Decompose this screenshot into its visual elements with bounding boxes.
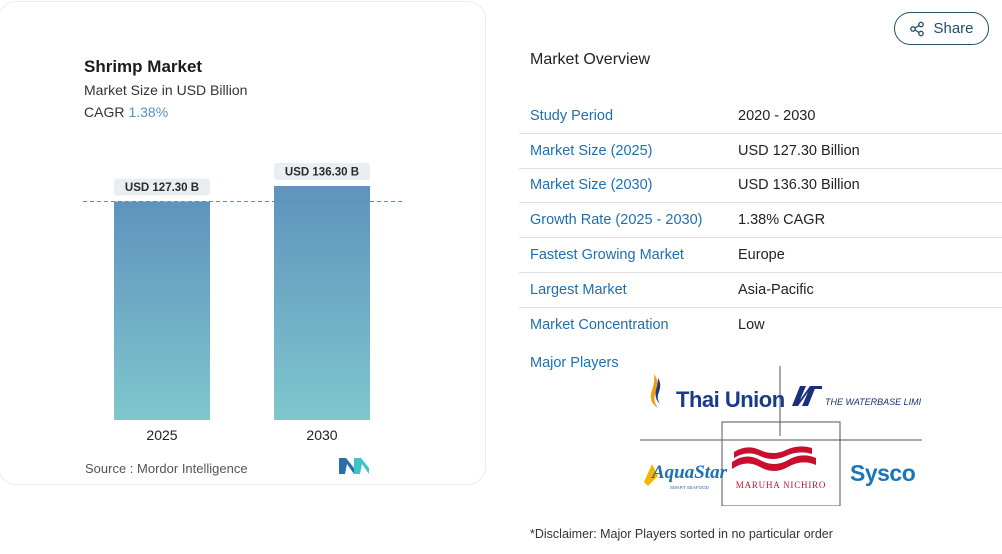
waterbase-text: THE WATERBASE LIMITED — [825, 397, 922, 407]
data-label: USD 127.30 B — [125, 182, 199, 194]
share-label: Share — [933, 20, 974, 37]
aquastar-logo[interactable]: AquaStar SMART SEAFOOD — [644, 462, 728, 490]
overview-row-study-period: Study Period 2020 - 2030 — [519, 99, 1002, 134]
share-button[interactable]: Share — [894, 12, 989, 45]
overview-row-largest-market: Largest Market Asia-Pacific — [519, 273, 1002, 308]
overview-value: Low — [738, 317, 765, 334]
maruha-nichiro-logo[interactable]: MARUHA NICHIRO — [732, 446, 826, 490]
overview-row-fastest-growing: Fastest Growing Market Europe — [519, 238, 1002, 273]
mordor-intelligence-logo-icon — [339, 458, 369, 474]
major-players-logos: Thai Union THE WATERBASE LIMITED AquaSta… — [640, 366, 922, 506]
overview-table: Study Period 2020 - 2030 Market Size (20… — [519, 99, 1002, 343]
overview-row-concentration: Market Concentration Low — [519, 308, 1002, 343]
data-label: USD 136.30 B — [285, 167, 359, 179]
overview-label[interactable]: Study Period — [530, 107, 614, 124]
x-tick-label: 2030 — [306, 427, 337, 443]
waterbase-logo[interactable]: THE WATERBASE LIMITED — [792, 386, 922, 407]
bar-chart: USD 127.30 B 2025 USD 136.30 B 2030 — [83, 163, 403, 443]
overview-title: Market Overview — [530, 51, 651, 68]
aquastar-text: AquaStar — [651, 462, 728, 483]
overview-value: 2020 - 2030 — [738, 107, 816, 124]
overview-row-growth-rate: Growth Rate (2025 - 2030) 1.38% CAGR — [519, 203, 1002, 239]
sysco-logo[interactable]: Sysco — [850, 460, 916, 486]
chart-source: Source : Mordor Intelligence — [85, 461, 248, 476]
sysco-text: Sysco — [850, 460, 916, 486]
maruha-nichiro-text: MARUHA NICHIRO — [736, 480, 826, 490]
cagr-value: 1.38% — [128, 104, 169, 120]
market-chart-card — [0, 1, 486, 485]
logo-frame — [721, 421, 841, 506]
overview-label[interactable]: Market Concentration — [530, 317, 669, 334]
disclaimer: *Disclaimer: Major Players sorted in no … — [530, 527, 833, 541]
chart-subtitle: Market Size in USD Billion — [84, 82, 248, 98]
bar-2025 — [114, 201, 210, 420]
data-label-background — [274, 163, 370, 180]
overview-label[interactable]: Growth Rate (2025 - 2030) — [530, 212, 703, 229]
overview-value: 1.38% CAGR — [738, 212, 826, 229]
aquastar-tagline: SMART SEAFOOD — [670, 485, 710, 490]
overview-label[interactable]: Market Size (2030) — [530, 177, 653, 194]
data-label-background — [114, 178, 210, 196]
cagr-line: CAGR 1.38% — [84, 104, 168, 120]
overview-label[interactable]: Fastest Growing Market — [530, 247, 684, 264]
overview-row-market-size-2030: Market Size (2030) USD 136.30 Billion — [519, 169, 1002, 204]
overview-value: USD 136.30 Billion — [738, 177, 860, 194]
x-tick-label: 2025 — [146, 427, 177, 443]
major-players-label[interactable]: Major Players — [530, 355, 619, 371]
cagr-label: CAGR — [84, 104, 125, 120]
bar-2030 — [274, 186, 370, 420]
overview-value: Asia-Pacific — [738, 281, 814, 298]
share-icon — [910, 21, 925, 36]
overview-label[interactable]: Largest Market — [530, 281, 627, 298]
chart-title: Shrimp Market — [84, 57, 203, 76]
thai-union-text: Thai Union — [676, 387, 785, 412]
overview-value: USD 127.30 Billion — [738, 142, 860, 159]
overview-label[interactable]: Market Size (2025) — [530, 142, 653, 159]
overview-row-market-size-2025: Market Size (2025) USD 127.30 Billion — [519, 134, 1002, 169]
thai-union-logo[interactable]: Thai Union — [650, 374, 785, 412]
overview-value: Europe — [738, 247, 785, 264]
